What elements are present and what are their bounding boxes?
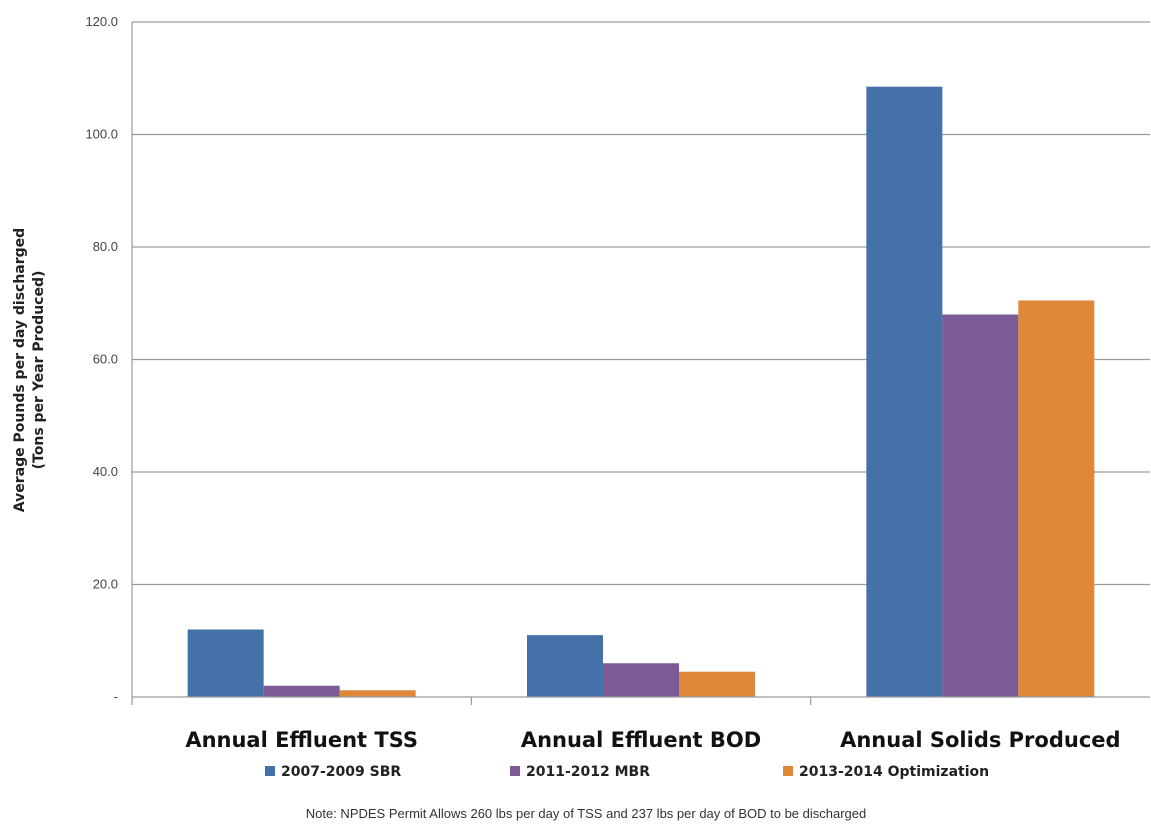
- y-axis-label-line2: (Tons per Year Produced): [31, 271, 47, 470]
- bar: [603, 663, 679, 697]
- y-tick-label: -: [114, 689, 118, 704]
- x-axis-categories: Annual Effluent TSS Annual Effluent BOD An…: [185, 728, 1120, 752]
- bar: [527, 635, 603, 697]
- y-tick-label: 20.0: [93, 577, 118, 592]
- y-tick-label: 60.0: [93, 352, 118, 367]
- legend-swatch: [783, 766, 793, 776]
- y-tick-label: 100.0: [85, 127, 118, 142]
- bar: [263, 685, 340, 697]
- legend-label: 2011-2012 MBR: [526, 764, 650, 780]
- legend-swatch: [265, 766, 275, 776]
- x-category-label: Annual Effluent TSS: [185, 728, 418, 752]
- y-axis-ticks: - 20.0 40.0 60.0 80.0 100.0 120.0: [85, 14, 118, 704]
- y-tick-label: 120.0: [85, 14, 118, 29]
- y-axis-label-line1: Average Pounds per day discharged: [12, 228, 28, 512]
- bar: [679, 671, 755, 697]
- bar: [187, 629, 264, 697]
- bars: [187, 86, 1095, 697]
- bar: [866, 86, 943, 697]
- y-tick-label: 80.0: [93, 239, 118, 254]
- x-category-label: Annual Solids Produced: [840, 728, 1120, 752]
- footnote: Note: NPDES Permit Allows 260 lbs per da…: [306, 806, 867, 821]
- legend-swatch: [510, 766, 520, 776]
- bar: [942, 314, 1019, 697]
- x-category-label: Annual Effluent BOD: [521, 728, 761, 752]
- y-tick-label: 40.0: [93, 464, 118, 479]
- legend: 2007-2009 SBR 2011-2012 MBR 2013-2014 Opti…: [265, 764, 989, 780]
- bar: [339, 690, 416, 697]
- axes: [131, 22, 1150, 705]
- legend-label: 2013-2014 Optimization: [799, 764, 989, 780]
- y-axis-label: Average Pounds per day discharged (Tons …: [12, 228, 47, 512]
- legend-label: 2007-2009 SBR: [281, 764, 401, 780]
- bar: [1018, 300, 1095, 697]
